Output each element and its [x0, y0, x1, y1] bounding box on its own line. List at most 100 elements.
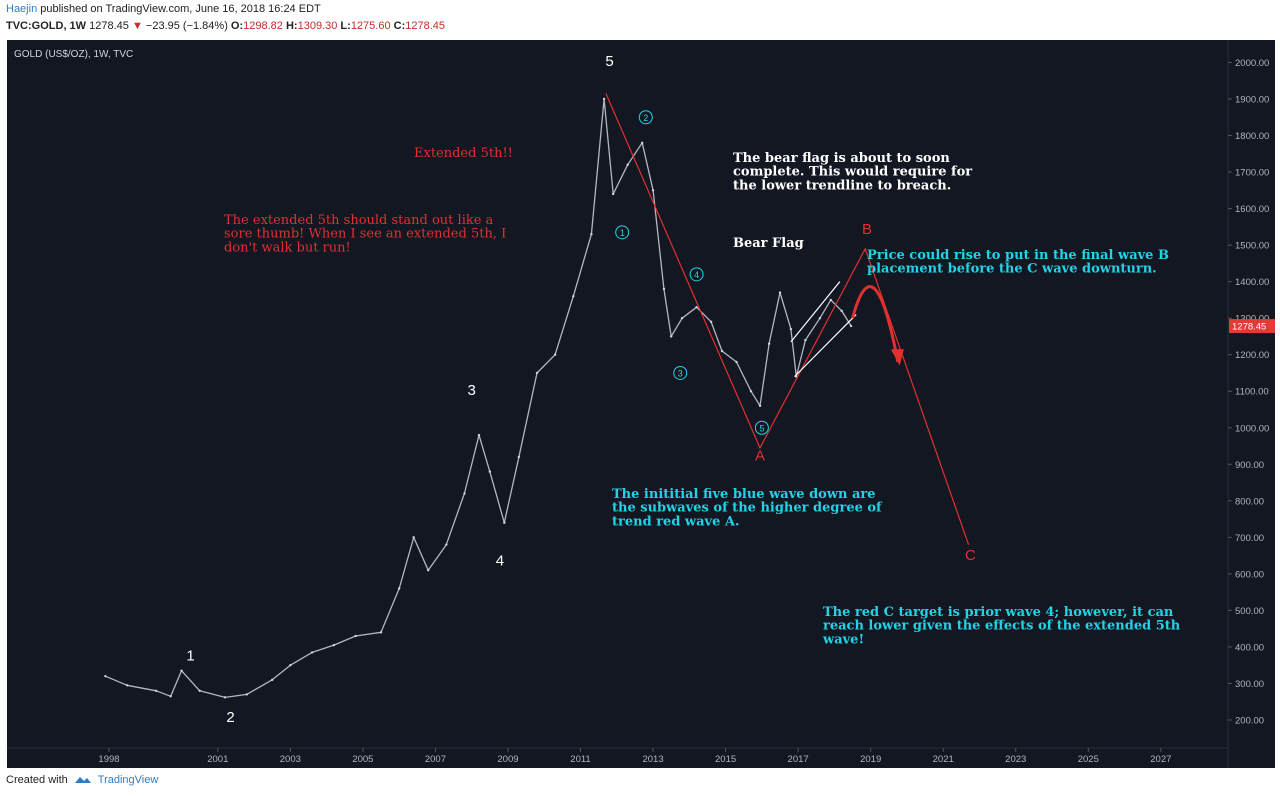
x-tick-label: 2025 — [1078, 754, 1099, 765]
price-point — [488, 470, 492, 473]
change-value: −23.95 (−1.84%) — [145, 20, 228, 32]
y-tick-label: 2000.00 — [1235, 58, 1269, 69]
price-point — [198, 689, 201, 692]
symbol: TVC:GOLD, 1W — [6, 20, 87, 32]
y-tick-label: 400.00 — [1235, 642, 1264, 653]
wave-label-red: B — [862, 221, 872, 238]
price-point — [651, 189, 655, 192]
price-point — [412, 536, 415, 539]
x-tick-label: 2023 — [1005, 754, 1026, 765]
price-point — [104, 674, 107, 678]
price-point — [626, 163, 629, 166]
x-tick-label: 2013 — [642, 754, 663, 765]
y-tick-label: 1700.00 — [1235, 168, 1269, 179]
close-value: 1278.45 — [405, 20, 446, 32]
y-tick-label: 1400.00 — [1235, 277, 1269, 288]
wave-circle-blue — [615, 225, 630, 240]
author-link[interactable]: Haejin — [6, 3, 38, 15]
price-point — [477, 433, 481, 437]
price-point — [169, 695, 172, 698]
y-tick-label: 1200.00 — [1235, 350, 1269, 361]
x-tick-label: 2005 — [352, 754, 373, 765]
price-point — [426, 569, 430, 572]
close-label: C: — [393, 20, 406, 32]
price-point — [720, 349, 724, 353]
price-line — [105, 98, 852, 699]
price-point — [709, 320, 713, 324]
price-point — [445, 543, 448, 546]
wave-circle-blue — [754, 420, 769, 435]
chart-area[interactable] — [7, 40, 1275, 768]
x-tick-label: 2007 — [425, 754, 446, 765]
y-tick-label: 300.00 — [1235, 679, 1264, 690]
note-c-target: The red C target is prior wave 4; howeve… — [822, 605, 1181, 647]
change-arrow-icon: ▼ — [131, 20, 143, 32]
price-point — [695, 306, 698, 309]
wave-label-blue: 3 — [678, 368, 683, 378]
price-point — [789, 327, 793, 331]
open-label: O: — [230, 20, 244, 32]
wave-circle-blue — [689, 267, 704, 282]
high-label: H: — [285, 20, 298, 32]
price-point — [640, 141, 644, 145]
wave-label-white: 4 — [496, 553, 504, 570]
x-tick-label: 2001 — [207, 754, 228, 765]
y-tick-label: 900.00 — [1235, 460, 1264, 471]
y-tick-label: 700.00 — [1235, 533, 1264, 544]
y-tick-label: 1900.00 — [1235, 94, 1269, 105]
y-tick-label: 1100.00 — [1235, 387, 1269, 398]
footer: Created with TradingView — [6, 774, 158, 786]
x-tick-label: 1998 — [98, 754, 119, 765]
x-tick-label: 2003 — [280, 754, 301, 765]
price-point — [602, 97, 606, 101]
last-price-label: 1278.45 — [1232, 322, 1266, 333]
price-point — [611, 192, 615, 196]
wave-label-blue: 2 — [643, 113, 648, 123]
chart-title: GOLD (US$/OZ), 1W, TVC — [14, 49, 134, 60]
price-point — [125, 684, 129, 687]
last-price: 1278.45 — [89, 20, 129, 32]
y-tick-label: 1800.00 — [1235, 131, 1269, 142]
price-point — [379, 631, 383, 634]
note-bear-flag: Bear Flag — [733, 236, 804, 251]
x-tick-label: 2011 — [570, 754, 590, 765]
x-tick-label: 2017 — [788, 754, 809, 765]
bear-flag-lower-line — [794, 314, 857, 378]
price-point — [517, 455, 521, 459]
price-point — [310, 651, 314, 654]
price-point — [154, 689, 158, 692]
projection-arrow — [851, 285, 900, 363]
price-point — [271, 678, 274, 682]
bear-flag-upper-line — [790, 281, 841, 343]
wave-label-white: 3 — [468, 382, 476, 399]
x-tick-label: 2009 — [497, 754, 518, 765]
created-with-text: Created with — [6, 774, 68, 786]
wave-label-red: A — [755, 448, 765, 465]
price-point — [503, 521, 506, 524]
price-point — [669, 335, 673, 338]
price-point — [840, 309, 843, 313]
red-wave-abc-line — [605, 93, 970, 545]
last-price-badge — [1229, 319, 1275, 334]
price-point — [397, 587, 401, 590]
wave-label-white: 1 — [186, 648, 194, 665]
note-extended-5th: Extended 5th!! — [414, 146, 513, 161]
open-value: 1298.82 — [243, 20, 283, 32]
wave-label-red: C — [965, 547, 976, 564]
x-tick-label: 2027 — [1150, 754, 1171, 765]
price-point — [245, 693, 249, 696]
y-tick-label: 600.00 — [1235, 569, 1264, 580]
price-point — [572, 295, 575, 298]
price-point — [804, 338, 807, 342]
wave-label-blue: 5 — [759, 423, 764, 433]
price-point — [680, 316, 684, 320]
wave-label-white: 5 — [605, 53, 613, 70]
tradingview-link[interactable]: TradingView — [97, 774, 159, 786]
price-point — [354, 634, 357, 638]
wave-label-blue: 4 — [694, 270, 699, 280]
price-point — [590, 232, 593, 236]
note-bear-flag-complete: The bear flag is about to soon complete. … — [733, 151, 972, 193]
price-point — [829, 298, 832, 302]
price-point — [735, 360, 738, 364]
projection-arrow-head-icon — [890, 349, 904, 366]
